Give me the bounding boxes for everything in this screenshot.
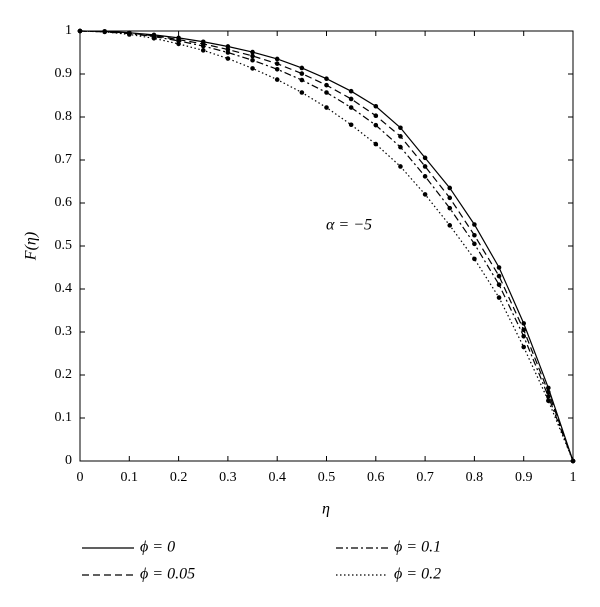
series-line (79, 30, 574, 462)
legend-label: ϕ = 0 (140, 539, 175, 556)
y-axis-label: F(η) (23, 232, 40, 261)
data-point (348, 122, 354, 128)
data-point (472, 222, 477, 227)
data-point (472, 241, 477, 247)
x-axis-label: η (322, 501, 330, 518)
x-tick-label: 1 (570, 470, 577, 485)
plot-frame (79, 30, 574, 462)
data-point (250, 53, 255, 59)
data-point (546, 398, 551, 404)
data-point (447, 223, 453, 228)
data-point (102, 29, 107, 35)
x-tick-label: 0.8 (466, 470, 484, 485)
data-point (521, 327, 526, 333)
data-point (472, 256, 477, 262)
data-point (274, 66, 280, 72)
data-point (496, 265, 502, 270)
data-point (472, 232, 477, 238)
y-tick-label: 0.8 (55, 109, 73, 124)
data-point (422, 164, 428, 169)
x-tick-label: 0.6 (367, 470, 385, 485)
data-point (398, 134, 403, 139)
data-point (299, 65, 305, 71)
y-tick-label: 1 (65, 23, 72, 38)
y-tick-label: 0 (65, 453, 72, 468)
x-tick-label: 0.4 (268, 470, 286, 485)
data-point (299, 77, 305, 83)
legend-label: ϕ = 0.2 (394, 566, 441, 583)
y-tick-label: 0.3 (55, 324, 73, 339)
y-tick-label: 0.2 (55, 367, 73, 382)
y-tick-label: 0.7 (55, 152, 73, 167)
y-tick-label: 0.9 (55, 66, 73, 81)
data-point (274, 61, 280, 66)
data-point (496, 273, 502, 279)
x-tick-label: 0 (77, 470, 84, 485)
data-point (570, 458, 576, 464)
y-tick-label: 0.6 (55, 195, 73, 210)
y-tick-label: 0.5 (55, 238, 73, 253)
data-point (225, 50, 231, 55)
data-point (274, 77, 280, 82)
data-point (398, 144, 403, 150)
data-point (250, 49, 255, 55)
x-tick-label: 0.7 (416, 470, 434, 485)
series-line (79, 30, 574, 462)
data-point (250, 57, 255, 63)
data-point (348, 105, 354, 110)
data-point (496, 295, 502, 300)
data-point (521, 344, 526, 350)
data-point (348, 88, 354, 94)
data-point (447, 205, 453, 211)
data-point (299, 90, 305, 95)
data-point (77, 28, 83, 34)
data-point (521, 334, 526, 339)
data-point (422, 174, 428, 179)
y-tick-label: 0.4 (55, 281, 73, 296)
data-point (324, 90, 329, 95)
data-point (127, 32, 132, 37)
data-point (250, 66, 255, 71)
data-point (299, 71, 305, 76)
data-point (348, 96, 354, 102)
data-point (324, 82, 329, 88)
data-point (496, 282, 502, 288)
x-tick-label: 0.3 (219, 470, 237, 485)
data-point (422, 192, 428, 197)
x-tick-label: 0.9 (515, 470, 533, 485)
x-tick-label: 0.2 (170, 470, 188, 485)
legend-label: ϕ = 0.05 (140, 566, 195, 583)
data-point (274, 56, 280, 62)
data-point (398, 125, 403, 131)
data-point (200, 43, 206, 49)
data-point (373, 141, 379, 147)
data-point (200, 48, 206, 53)
data-point (151, 36, 157, 41)
x-tick-label: 0.1 (121, 470, 139, 485)
data-point (447, 185, 453, 191)
data-point (521, 321, 526, 326)
data-point (373, 103, 379, 109)
data-point (447, 195, 453, 201)
data-point (225, 56, 231, 61)
data-point (176, 41, 181, 47)
data-point (546, 394, 551, 399)
data-point (546, 389, 551, 395)
series-line (79, 30, 574, 462)
data-point (373, 113, 379, 119)
data-point (324, 105, 329, 110)
series-line (79, 30, 574, 462)
y-tick-label: 0.1 (55, 410, 73, 425)
data-point (422, 155, 428, 161)
data-point (373, 122, 379, 128)
x-tick-label: 0.5 (318, 470, 336, 485)
data-point (324, 76, 329, 82)
annotation: α = −5 (326, 217, 372, 234)
data-point (398, 164, 403, 169)
legend-label: ϕ = 0.1 (394, 539, 441, 556)
